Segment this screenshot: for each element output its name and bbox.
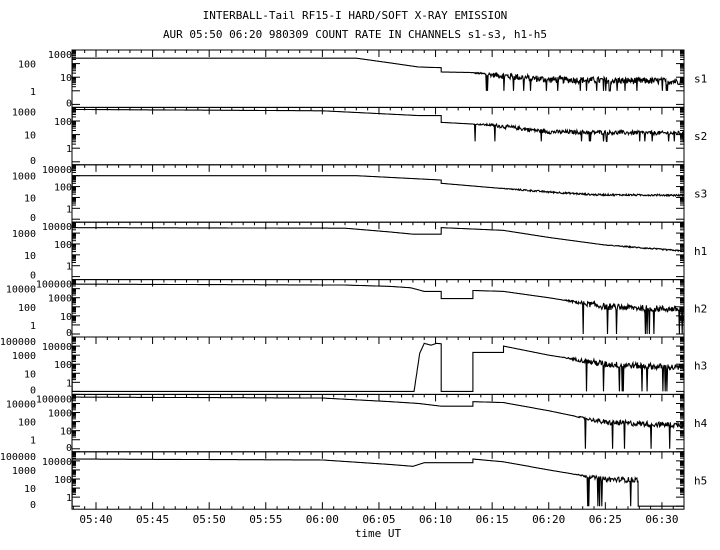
y-tick-label: 10000 — [42, 342, 72, 353]
y-tick-label: 100000 — [36, 280, 72, 291]
y-tick-label: 10 — [24, 484, 36, 495]
y-tick-label: 100 — [54, 360, 72, 371]
y-tick-label: 1000 — [48, 50, 72, 61]
channel-label: h1 — [694, 245, 707, 258]
x-tick-label: 05:40 — [79, 513, 112, 526]
x-tick-label: 06:25 — [589, 513, 622, 526]
y-tick-label: 100 — [54, 183, 72, 194]
y-tick-label: 100000 — [36, 394, 72, 405]
y-tick-label: 10000 — [6, 399, 36, 410]
y-tick-label: 1 — [30, 436, 36, 447]
y-tick-label: 0 — [30, 271, 36, 282]
y-tick-label: 100 — [18, 418, 36, 429]
channel-label: h2 — [694, 302, 707, 315]
y-tick-label: 10 — [24, 131, 36, 142]
series-line-s2 — [71, 108, 685, 142]
series-line-h3 — [71, 342, 685, 392]
panel-frame — [71, 451, 685, 510]
y-tick-label: 0 — [66, 443, 72, 454]
y-tick-label: 10 — [24, 193, 36, 204]
y-tick-label: 1000 — [12, 172, 36, 183]
x-tick-label: 05:50 — [193, 513, 226, 526]
x-tick-label: 06:00 — [306, 513, 339, 526]
y-tick-label: 100 — [54, 240, 72, 251]
chart-subtitle: AUR 05:50 06:20 980309 COUNT RATE IN CHA… — [163, 28, 547, 41]
x-tick-label: 05:45 — [136, 513, 169, 526]
channel-label: s2 — [694, 130, 707, 143]
y-tick-label: 10000 — [42, 165, 72, 176]
series-line-s1 — [71, 57, 685, 92]
series-line-h2 — [71, 283, 685, 335]
x-tick-label: 06:30 — [645, 513, 678, 526]
y-tick-label: 1 — [66, 262, 72, 273]
y-tick-label: 100 — [18, 60, 36, 71]
x-tick-label: 06:05 — [362, 513, 395, 526]
y-tick-label: 1 — [66, 493, 72, 504]
y-tick-label: 10 — [60, 73, 72, 84]
series-line-h1 — [71, 226, 685, 253]
y-tick-label: 1000 — [48, 409, 72, 420]
y-tick-label: 0 — [30, 156, 36, 167]
series-line-s3 — [71, 175, 685, 198]
x-tick-labels: 05:40 05:45 05:50 05:55 06:00 06:05 06:10 06:15… — [79, 513, 678, 526]
x-tick-label: 06:20 — [532, 513, 565, 526]
channel-label: s3 — [694, 188, 707, 201]
y-tick-label: 1000 — [12, 107, 36, 118]
panel-frame — [71, 279, 685, 338]
y-tick-label: 0 — [30, 213, 36, 224]
series-line-h4 — [71, 396, 685, 449]
y-tick-label: 1 — [66, 144, 72, 155]
y-tick-label: 1000 — [12, 466, 36, 477]
channel-label: h5 — [694, 475, 707, 488]
y-tick-label: 1 — [66, 378, 72, 389]
y-tick-label: 100000 — [0, 337, 36, 348]
panel-frame — [71, 164, 685, 223]
panel-frame — [71, 393, 685, 453]
panel-frame — [71, 336, 685, 395]
y-tick-label: 100000 — [0, 452, 36, 463]
y-tick-label: 10000 — [42, 222, 72, 233]
panels: 10001001010s110001001010s210000100010010… — [0, 49, 708, 511]
y-tick-label: 0 — [30, 500, 36, 511]
y-tick-label: 1 — [30, 87, 36, 98]
y-tick-label: 10 — [24, 251, 36, 262]
y-tick-label: 10 — [60, 427, 72, 438]
y-tick-label: 1000 — [48, 294, 72, 305]
series-line-h5 — [71, 458, 684, 507]
y-tick-label: 1 — [30, 321, 36, 332]
y-tick-label: 1000 — [12, 351, 36, 362]
x-axis-label: time UT — [355, 527, 402, 540]
y-tick-label: 100 — [54, 475, 72, 486]
y-tick-label: 10 — [24, 369, 36, 380]
y-tick-label: 100 — [54, 117, 72, 128]
y-tick-label: 1 — [66, 204, 72, 215]
channel-label: h4 — [694, 417, 708, 430]
y-tick-label: 10 — [60, 312, 72, 323]
y-tick-label: 100 — [18, 303, 36, 314]
x-tick-label: 05:55 — [249, 513, 282, 526]
y-tick-label: 0 — [66, 98, 72, 109]
channel-label: s1 — [694, 73, 707, 86]
chart-title: INTERBALL-Tail RF15-I HARD/SOFT X-RAY EM… — [203, 9, 508, 22]
x-tick-label: 06:10 — [419, 513, 452, 526]
y-tick-label: 0 — [30, 385, 36, 396]
channel-label: h3 — [694, 360, 707, 373]
y-tick-label: 0 — [66, 328, 72, 339]
y-tick-label: 1000 — [12, 229, 36, 240]
y-tick-label: 10000 — [42, 457, 72, 468]
y-tick-label: 10000 — [6, 285, 36, 296]
panel-frame — [71, 106, 685, 166]
x-tick-label: 06:15 — [476, 513, 509, 526]
